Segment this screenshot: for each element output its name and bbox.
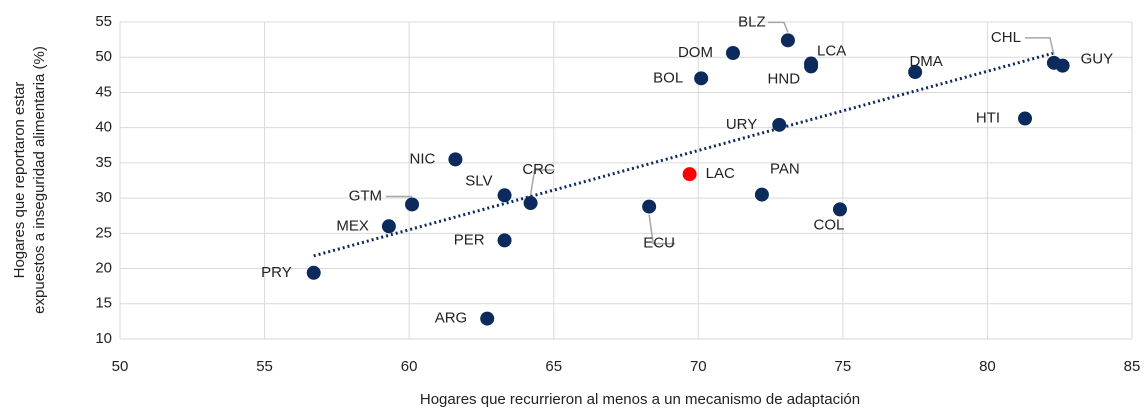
point [780,33,795,48]
y-tick-label: 30 [95,189,112,206]
leader-line [529,169,555,196]
point-label: BOL [653,69,683,86]
point-label: NIC [410,150,436,167]
point-label: PAN [770,161,800,178]
point [381,219,396,234]
point-label: MEX [336,217,369,234]
point-label: URY [726,116,757,133]
point [1018,111,1033,126]
y-tick-label: 40 [95,119,112,136]
x-tick-label: 70 [690,358,707,375]
point [642,199,657,214]
y-tick-label: 50 [95,48,112,65]
point-label: GUY [1081,51,1114,68]
y-axis-title: Hogares que reportaron estar [11,82,28,279]
leader-line [648,214,676,245]
point [480,311,495,326]
point [523,196,538,211]
point [497,233,512,248]
leader-line [767,21,789,33]
point [448,152,463,167]
point-label: HTI [976,109,1000,126]
point [804,59,819,74]
x-tick-label: 55 [256,358,273,375]
y-tick-label: 25 [95,224,112,241]
y-tick-label: 15 [95,295,112,312]
point [1055,58,1070,73]
point-label: LCA [817,43,846,60]
point [306,265,321,280]
point [754,187,769,202]
point-label: CHL [991,29,1021,46]
point [682,167,697,182]
x-tick-label: 85 [1124,358,1141,375]
x-tick-label: 65 [545,358,562,375]
point-label: BLZ [738,13,766,30]
y-tick-label: 45 [95,83,112,100]
point-label: COL [814,216,845,233]
point-label: SLV [465,172,492,189]
y-tick-label: 35 [95,154,112,171]
point-label: ECU [643,235,675,252]
point-label: HND [768,70,801,87]
y-tick-label: 10 [95,330,112,347]
point-label: PER [454,231,485,248]
point [497,188,512,203]
point [405,197,420,212]
y-tick-label: 20 [95,260,112,277]
x-tick-label: 50 [112,358,129,375]
y-tick-label: 55 [95,13,112,30]
point-label: ARG [435,310,468,327]
point [772,117,787,132]
point-label: LAC [706,165,735,182]
leader-line [1024,37,1055,56]
x-tick-label: 75 [835,358,852,375]
x-tick-label: 80 [979,358,996,375]
point-label: DOM [678,44,713,61]
point [694,71,709,86]
point-label: DMA [909,53,942,70]
point-label: GTM [349,187,382,204]
y-axis-title: expuestos a inseguridad alimentaria (%) [31,46,48,314]
point-label: PRY [261,264,292,281]
x-tick-label: 60 [401,358,418,375]
point-label: CRC [522,161,555,178]
x-axis-title: Hogares que recurrieron al menos a un me… [420,391,860,408]
point [908,65,923,80]
point [725,45,740,60]
point [832,202,847,217]
